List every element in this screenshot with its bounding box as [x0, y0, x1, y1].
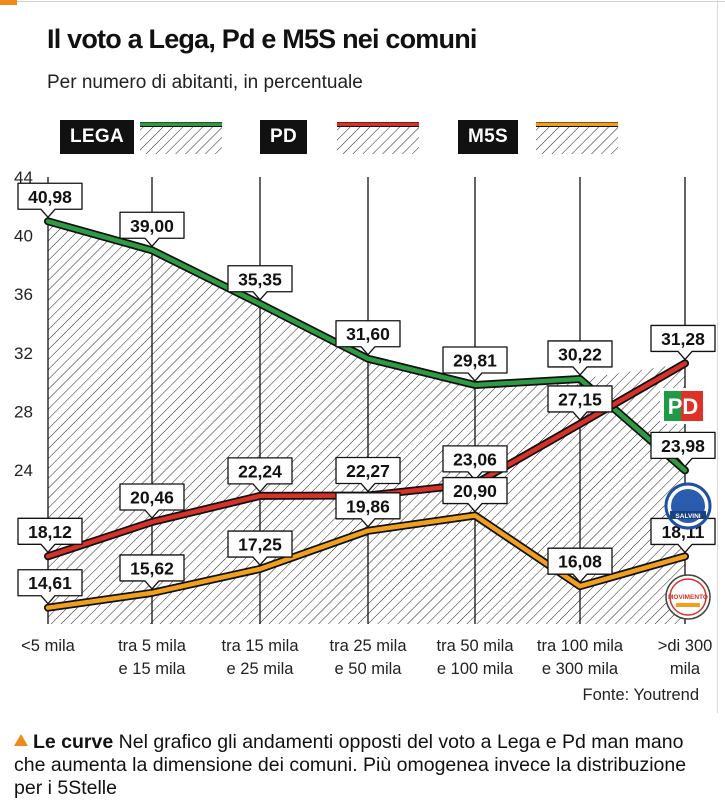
- lega-logo: SALVINI: [664, 482, 712, 530]
- data-label: 31,60: [335, 320, 401, 356]
- caption-text: Nel grafico gli andamenti opposti del vo…: [14, 731, 687, 799]
- svg-text:31,60: 31,60: [346, 324, 390, 344]
- m5s-logo: MOVIMENTO: [665, 574, 711, 620]
- data-label: 16,08: [547, 547, 613, 583]
- data-label: 22,27: [335, 456, 401, 493]
- data-label: 29,81: [442, 346, 508, 382]
- data-label: 23,98: [650, 431, 716, 468]
- triangle-icon: [14, 734, 28, 746]
- hatched-area: [48, 221, 685, 625]
- chart-title: Il voto a Lega, Pd e M5S nei comuni: [47, 24, 477, 54]
- y-tick-label: 24: [14, 461, 33, 480]
- y-tick-label: 28: [14, 402, 33, 421]
- source-label: Fonte: Youtrend: [582, 686, 699, 704]
- svg-text:23,98: 23,98: [661, 436, 705, 456]
- data-label: 27,15: [547, 385, 613, 421]
- y-tick-label: 44: [14, 168, 33, 187]
- legend-item-lega: LEGA: [60, 120, 222, 154]
- svg-text:20,90: 20,90: [453, 481, 497, 501]
- x-tick-label: <5 mila: [21, 637, 75, 655]
- top-rule: [17, 1, 725, 2]
- data-label: 39,00: [119, 211, 185, 247]
- legend-label-lega: LEGA: [60, 120, 134, 154]
- svg-text:23,06: 23,06: [453, 449, 497, 469]
- data-label: 30,22: [547, 340, 613, 376]
- chart: 24 28 32 36 40 44 40,98 39,00 35,35 31,60 29,81 30…: [14, 168, 716, 704]
- x-tick-label: >di 300 mila: [658, 637, 713, 678]
- caption-lead: Le curve: [33, 731, 114, 753]
- caption: Le curve Nel grafico gli andamenti oppos…: [14, 731, 714, 800]
- accent-marker: [0, 0, 17, 5]
- x-tick-label: tra 5 mila e 15 mila: [118, 637, 187, 678]
- m5s-logo-text: MOVIMENTO: [668, 594, 708, 601]
- svg-text:16,08: 16,08: [558, 552, 602, 572]
- lega-logo-text: SALVINI: [675, 513, 700, 520]
- data-label: 18,12: [17, 517, 83, 553]
- svg-text:40,98: 40,98: [28, 187, 72, 207]
- data-label: 35,35: [227, 265, 293, 301]
- svg-text:27,15: 27,15: [558, 389, 602, 409]
- chart-panel: Il voto a Lega, Pd e M5S nei comuni Per …: [14, 0, 718, 713]
- y-tick-label: 36: [14, 285, 33, 304]
- data-label: 14,61: [17, 569, 83, 605]
- legend-label-m5s: M5S: [458, 120, 518, 154]
- data-label: 15,62: [119, 554, 185, 590]
- pd-logo: PD: [660, 388, 708, 424]
- svg-text:39,00: 39,00: [130, 216, 174, 236]
- data-label: 19,86: [335, 492, 401, 528]
- y-tick-label: 40: [14, 227, 33, 246]
- svg-text:18,12: 18,12: [28, 522, 72, 542]
- chart-subtitle: Per numero di abitanti, in percentuale: [47, 72, 363, 93]
- svg-text:22,24: 22,24: [238, 461, 282, 481]
- legend-item-m5s: M5S: [458, 120, 618, 154]
- legend-label-pd: PD: [260, 120, 307, 154]
- data-label: 31,28: [650, 324, 716, 361]
- data-label: 20,90: [442, 476, 508, 513]
- x-tick-label: tra 100 mila e 300 mila: [537, 637, 624, 678]
- legend-swatch-m5s: [536, 122, 618, 154]
- y-tick-label: 32: [14, 344, 33, 363]
- svg-text:29,81: 29,81: [453, 350, 497, 370]
- svg-text:14,61: 14,61: [28, 573, 72, 593]
- svg-text:20,46: 20,46: [130, 487, 174, 507]
- x-tick-label: tra 25 mila e 50 mila: [329, 637, 407, 678]
- svg-text:35,35: 35,35: [238, 269, 282, 289]
- series-line-m5s: [45, 513, 688, 610]
- legend-swatch-lega: [140, 122, 222, 154]
- data-label: 23,06: [442, 445, 508, 481]
- svg-text:31,28: 31,28: [661, 329, 705, 349]
- svg-text:17,25: 17,25: [238, 535, 282, 555]
- x-tick-label: tra 15 mila e 25 mila: [221, 637, 299, 678]
- svg-text:15,62: 15,62: [130, 558, 174, 578]
- pd-logo-text: PD: [668, 394, 699, 419]
- svg-text:30,22: 30,22: [558, 344, 602, 364]
- data-label: 17,25: [227, 530, 293, 566]
- series-line-lega: [45, 219, 688, 473]
- data-label: 22,24: [227, 457, 293, 493]
- legend-swatch-pd: [337, 122, 419, 154]
- data-label: 40,98: [17, 182, 83, 218]
- svg-text:19,86: 19,86: [346, 496, 390, 516]
- data-label: 20,46: [119, 483, 185, 519]
- x-tick-label: tra 50 mila e 100 mila: [436, 637, 514, 678]
- svg-text:22,27: 22,27: [346, 461, 390, 481]
- legend-item-pd: PD: [260, 120, 419, 154]
